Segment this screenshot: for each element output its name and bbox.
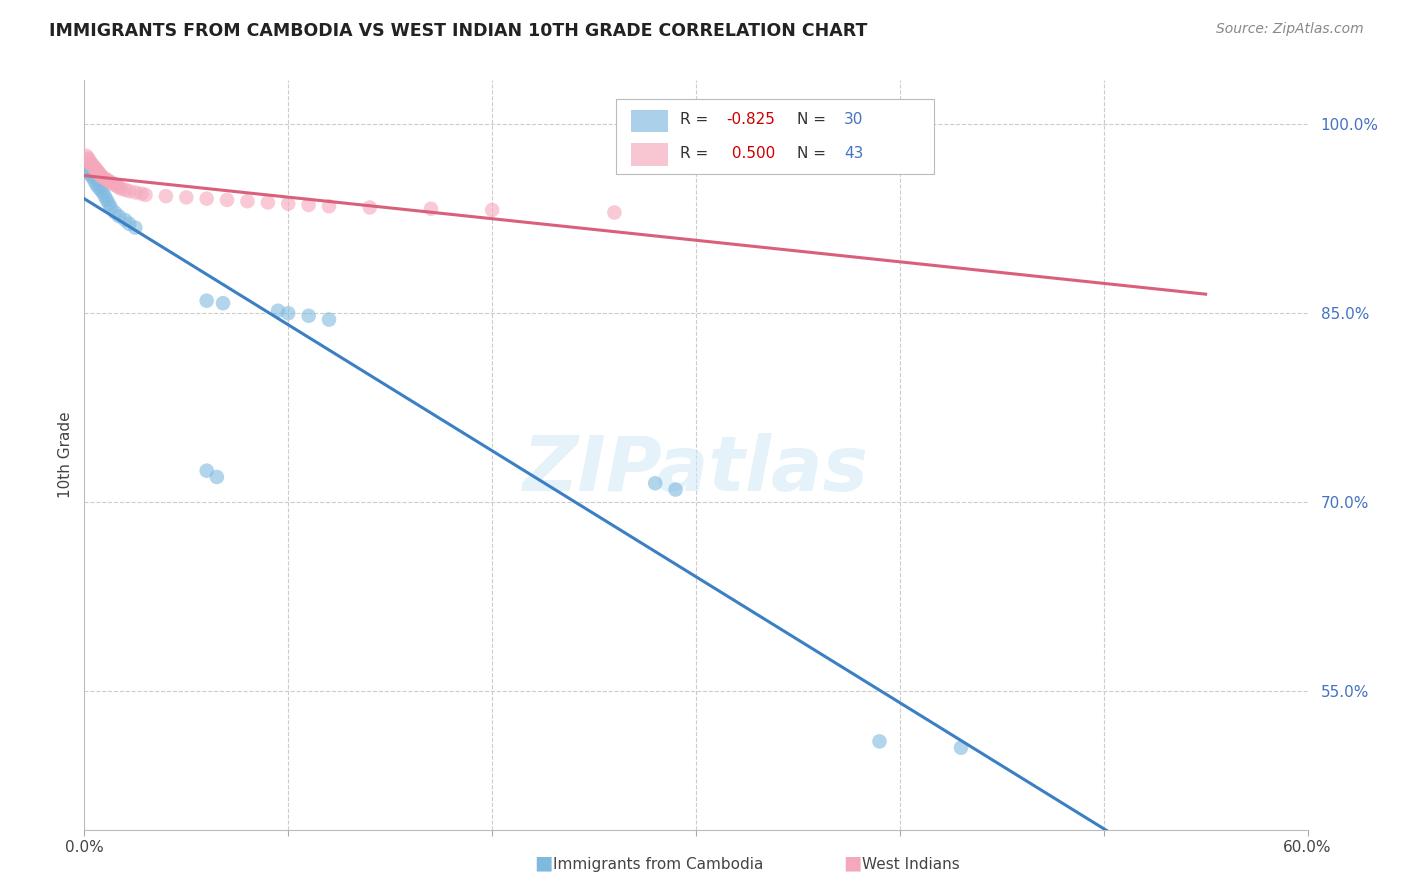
Point	[135, 187, 157, 202]
Text: N =: N =	[797, 112, 831, 128]
Point	[75, 149, 97, 163]
Point	[195, 192, 218, 206]
Point	[97, 196, 120, 211]
Point	[75, 161, 97, 176]
Point	[603, 205, 626, 219]
Point	[665, 483, 688, 497]
Text: West Indians: West Indians	[862, 857, 960, 872]
Point	[195, 293, 218, 308]
Text: 0.500: 0.500	[727, 146, 775, 161]
Y-axis label: 10th Grade: 10th Grade	[58, 411, 73, 499]
Text: ■: ■	[844, 854, 862, 872]
Point	[118, 217, 141, 231]
Point	[100, 175, 122, 189]
Point	[79, 168, 101, 182]
Point	[90, 168, 112, 182]
Point	[87, 180, 110, 194]
Point	[82, 158, 104, 172]
Point	[79, 155, 101, 169]
Point	[644, 476, 666, 491]
Point	[104, 178, 127, 192]
Text: 30: 30	[844, 112, 863, 128]
Point	[79, 156, 101, 170]
FancyBboxPatch shape	[616, 99, 935, 174]
Point	[93, 189, 115, 203]
Point	[91, 170, 114, 185]
Point	[277, 306, 299, 320]
Text: IMMIGRANTS FROM CAMBODIA VS WEST INDIAN 10TH GRADE CORRELATION CHART: IMMIGRANTS FROM CAMBODIA VS WEST INDIAN …	[49, 22, 868, 40]
Point	[236, 194, 259, 209]
Point	[950, 740, 973, 755]
Point	[104, 205, 127, 219]
Point	[205, 470, 228, 484]
Point	[101, 177, 124, 191]
Point	[96, 193, 118, 207]
Text: 43: 43	[844, 146, 863, 161]
Text: Source: ZipAtlas.com: Source: ZipAtlas.com	[1216, 22, 1364, 37]
Point	[174, 190, 197, 204]
Text: R =: R =	[681, 146, 713, 161]
Point	[97, 174, 120, 188]
Point	[118, 184, 141, 198]
Point	[77, 165, 100, 179]
Bar	[631, 110, 668, 132]
Text: -0.825: -0.825	[727, 112, 776, 128]
Text: ZIPatlas: ZIPatlas	[523, 433, 869, 507]
Point	[217, 193, 239, 207]
Point	[318, 199, 340, 213]
Point	[212, 296, 235, 310]
Point	[86, 162, 108, 177]
Point	[86, 178, 108, 192]
Bar	[631, 144, 668, 166]
Point	[87, 165, 110, 179]
Point	[83, 161, 105, 176]
Point	[298, 309, 321, 323]
Point	[359, 201, 381, 215]
Point	[96, 173, 118, 187]
Point	[100, 201, 122, 215]
Point	[83, 160, 105, 174]
Point	[257, 195, 280, 210]
Point	[110, 181, 132, 195]
Point	[124, 186, 146, 200]
Point	[83, 174, 105, 188]
Point	[131, 186, 153, 201]
Point	[195, 464, 218, 478]
Point	[155, 189, 177, 203]
Point	[869, 734, 891, 748]
Point	[90, 169, 112, 183]
Text: R =: R =	[681, 112, 713, 128]
Point	[267, 303, 290, 318]
Text: ■: ■	[534, 854, 553, 872]
Point	[105, 179, 128, 194]
Point	[114, 213, 136, 227]
Point	[87, 166, 110, 180]
Text: Immigrants from Cambodia: Immigrants from Cambodia	[553, 857, 763, 872]
Point	[108, 209, 131, 223]
Point	[82, 159, 104, 173]
Point	[77, 152, 100, 166]
Point	[82, 170, 104, 185]
Point	[481, 202, 503, 217]
Point	[86, 164, 108, 178]
Point	[124, 220, 146, 235]
Point	[91, 186, 114, 200]
Point	[318, 312, 340, 326]
Point	[90, 183, 112, 197]
Point	[93, 171, 115, 186]
Text: N =: N =	[797, 146, 831, 161]
Point	[108, 180, 131, 194]
Point	[277, 196, 299, 211]
Point	[420, 202, 443, 216]
Point	[298, 198, 321, 212]
Point	[114, 183, 136, 197]
Point	[77, 153, 100, 167]
